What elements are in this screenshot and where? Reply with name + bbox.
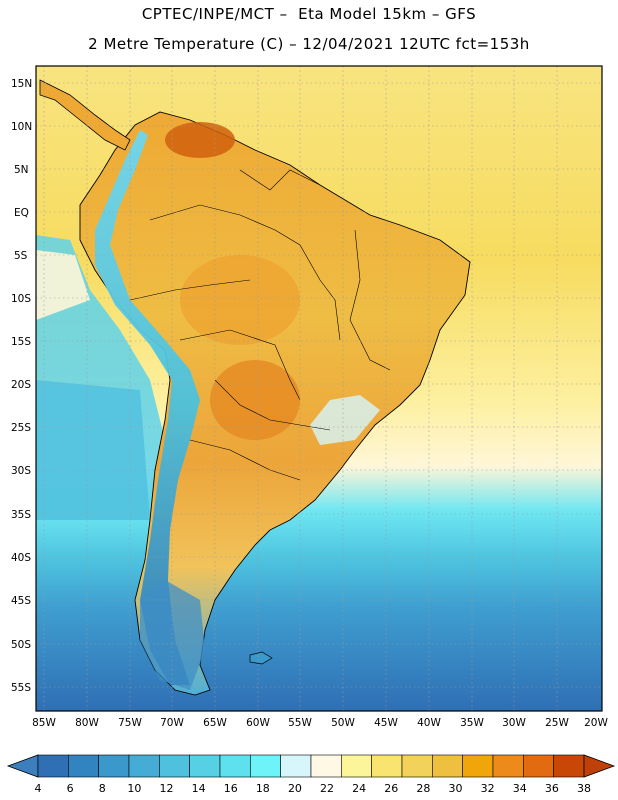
colorbar-label: 14 (192, 782, 206, 795)
lat-label: 5S (14, 250, 28, 262)
colorbar-swatch (37, 754, 69, 778)
colorbar: 4 6 8 10 12 14 16 18 20 22 24 26 28 30 32 34 36 38 (6, 754, 616, 795)
hot-core-chaco (210, 360, 300, 440)
lat-label: 15N (11, 78, 32, 90)
hot-core-venezuela (165, 122, 235, 158)
colorbar-swatch (371, 754, 403, 778)
colorbar-label: 34 (513, 782, 527, 795)
latitude-labels: 15N 10N 5N EQ 5S 10S 15S 20S 25S 30S 35S… (11, 78, 32, 694)
lon-label: 80W (75, 717, 99, 729)
map-title-line1: CPTEC/INPE/MCT – Eta Model 15km – GFS (141, 5, 477, 23)
lon-label: 85W (32, 717, 56, 729)
colorbar-label: 24 (352, 782, 366, 795)
colorbar-label: 12 (159, 782, 173, 795)
colorbar-swatch (250, 754, 281, 778)
colorbar-swatch (553, 754, 585, 778)
colorbar-label: 30 (449, 782, 463, 795)
colorbar-swatch (159, 754, 190, 778)
lat-label: 50S (11, 639, 31, 651)
map-area (35, 65, 603, 712)
lat-label: 40S (11, 552, 31, 564)
colorbar-swatch (68, 754, 99, 778)
pacific-warm-patch (36, 250, 90, 320)
colorbar-label: 38 (577, 782, 591, 795)
colorbar-swatch (341, 754, 372, 778)
lat-label: 55S (11, 682, 31, 694)
brazil-cool-patch (310, 395, 380, 445)
lon-label: 70W (160, 717, 184, 729)
lon-label: 30W (502, 717, 526, 729)
lat-label: 20S (11, 379, 31, 391)
lat-label: 25S (11, 422, 31, 434)
falkland-islands (249, 651, 273, 665)
lon-label: 60W (246, 717, 270, 729)
andes-cold-strip (95, 130, 200, 685)
lat-label: 15S (11, 336, 31, 348)
lat-label: 35S (11, 509, 31, 521)
colorbar-label: 10 (127, 782, 141, 795)
lon-label: 55W (288, 717, 312, 729)
colorbar-swatch (128, 754, 160, 778)
central-america (39, 79, 131, 151)
colorbar-label: 20 (288, 782, 302, 795)
lon-label: 75W (118, 717, 142, 729)
colorbar-high-arrow (583, 754, 616, 778)
colorbar-label: 22 (320, 782, 334, 795)
colorbar-label: 36 (545, 782, 559, 795)
colorbar-label: 4 (35, 782, 42, 795)
longitude-labels: 85W 80W 75W 70W 65W 60W 55W 50W 45W 40W … (32, 717, 608, 729)
hot-core-center (180, 255, 300, 345)
colorbar-swatch (219, 754, 251, 778)
colorbar-swatch (310, 754, 342, 778)
colorbar-swatch (280, 754, 312, 778)
colorbar-swatch (189, 754, 221, 778)
lat-label: 5N (14, 164, 29, 176)
lon-label: 20W (584, 717, 608, 729)
pacific-cool-core (36, 380, 150, 520)
lon-label: 50W (331, 717, 355, 729)
colorbar-swatch (462, 754, 494, 778)
lat-label: 10S (11, 293, 31, 305)
map-title-line2: 2 Metre Temperature (C) – 12/04/2021 12U… (88, 35, 530, 53)
lon-label: 40W (417, 717, 441, 729)
colorbar-label: 26 (384, 782, 398, 795)
lon-label: 25W (545, 717, 569, 729)
map-frame (35, 65, 603, 712)
colorbar-label: 18 (256, 782, 270, 795)
country-borders (129, 169, 391, 481)
lat-label: 30S (11, 465, 31, 477)
colorbar-label: 16 (224, 782, 238, 795)
colorbar-swatch (492, 754, 524, 778)
colorbar-label: 8 (99, 782, 106, 795)
lat-label: 10N (11, 121, 32, 133)
lon-label: 35W (460, 717, 484, 729)
lon-label: 65W (203, 717, 227, 729)
colorbar-label: 6 (67, 782, 74, 795)
lon-label: 45W (374, 717, 398, 729)
colorbar-swatch (432, 754, 463, 778)
colorbar-swatch (523, 754, 554, 778)
patagonia-cold (140, 580, 205, 690)
colorbar-low-arrow (6, 754, 39, 778)
colorbar-label: 32 (481, 782, 495, 795)
colorbar-label: 28 (416, 782, 430, 795)
colorbar-swatch (401, 754, 433, 778)
lat-label: EQ (14, 207, 29, 219)
lat-label: 45S (11, 595, 31, 607)
colorbar-swatch (98, 754, 130, 778)
